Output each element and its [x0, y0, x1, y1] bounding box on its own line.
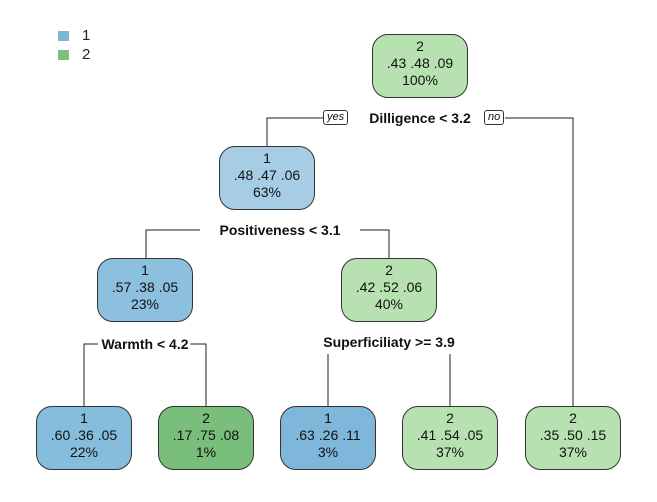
leaf-2: 2 .17.75.08 1% [158, 406, 254, 470]
node-prob-3: .09 [433, 55, 454, 71]
node-prob-3: .05 [463, 427, 484, 443]
node-left: 1 .48.47.06 63% [219, 146, 315, 210]
edge-nll-left [83, 343, 98, 406]
node-probs: .63.26.11 [281, 427, 375, 444]
node-probs: .42.52.06 [342, 279, 436, 296]
node-left-right: 2 .42.52.06 40% [341, 258, 437, 322]
leaf-1: 1 .60.36.05 22% [36, 406, 132, 470]
node-prob-1: .57 [111, 279, 132, 295]
node-prob-1: .43 [386, 55, 407, 71]
node-percent: 3% [317, 444, 339, 460]
node-prob-3: .06 [280, 167, 301, 183]
node-probs: .57.38.05 [98, 279, 192, 296]
legend-label-1: 1 [82, 27, 91, 44]
node-prob-3: .15 [586, 427, 607, 443]
node-prob-2: .48 [410, 55, 430, 71]
node-probs: .43.48.09 [373, 55, 467, 72]
node-percent: 22% [69, 444, 99, 460]
node-prob-2: .38 [135, 279, 155, 295]
node-percent: 40% [374, 296, 404, 312]
edge-nl-right [360, 229, 390, 258]
edge-label-yes: yes [323, 110, 349, 125]
node-prob-1: .60 [50, 427, 71, 443]
node-prob-2: .54 [440, 427, 460, 443]
node-prob-2: .36 [74, 427, 94, 443]
split-label-left: Positiveness < 3.1 [217, 222, 343, 238]
node-prob-1: .48 [233, 167, 254, 183]
edge-nl-left [145, 229, 200, 258]
edge-root-right [505, 117, 574, 406]
node-class: 2 [446, 410, 454, 426]
node-root: 2 .43.48.09 100% [372, 34, 468, 98]
node-class: 2 [569, 410, 577, 426]
node-left-left: 1 .57.38.05 23% [97, 258, 193, 322]
node-class: 2 [202, 410, 210, 426]
node-prob-1: .63 [295, 427, 315, 443]
node-probs: .41.54.05 [403, 427, 497, 444]
split-label-root: Dilligence < 3.2 [367, 110, 473, 126]
leaf-5: 2 .35.50.15 37% [525, 406, 621, 470]
split-label-left-right: Superficiliaty >= 3.9 [321, 334, 457, 350]
node-prob-1: .41 [416, 427, 437, 443]
leaf-4: 2 .41.54.05 37% [402, 406, 498, 470]
split-label-left-left: Warmth < 4.2 [99, 336, 191, 352]
node-prob-2: .52 [379, 279, 399, 295]
node-class: 1 [141, 262, 149, 278]
node-prob-3: .05 [97, 427, 118, 443]
legend-swatch-1 [58, 30, 69, 41]
node-probs: .17.75.08 [159, 427, 253, 444]
legend-item-1: 1 [58, 26, 90, 45]
node-percent: 37% [558, 444, 588, 460]
node-prob-2: .26 [318, 427, 339, 443]
node-probs: .48.47.06 [220, 167, 314, 184]
node-probs: .60.36.05 [37, 427, 131, 444]
node-prob-1: .42 [355, 279, 376, 295]
node-class: 1 [80, 410, 88, 426]
node-percent: 37% [435, 444, 465, 460]
node-prob-3: .11 [342, 427, 361, 443]
node-probs: .35.50.15 [526, 427, 620, 444]
node-prob-2: .50 [563, 427, 583, 443]
node-prob-3: .08 [219, 427, 240, 443]
node-class: 2 [416, 38, 424, 54]
node-prob-1: .35 [539, 427, 560, 443]
node-prob-3: .05 [158, 279, 179, 295]
node-percent: 1% [195, 444, 217, 460]
legend-item-2: 2 [58, 45, 90, 64]
node-percent: 100% [402, 72, 438, 88]
node-prob-2: .75 [196, 427, 216, 443]
node-prob-1: .17 [172, 427, 193, 443]
node-class: 1 [263, 150, 271, 166]
node-prob-3: .06 [402, 279, 423, 295]
legend-label-2: 2 [82, 46, 91, 63]
node-prob-2: .47 [257, 167, 277, 183]
node-percent: 23% [130, 296, 160, 312]
edge-label-no: no [484, 110, 505, 125]
legend: 1 2 [58, 26, 90, 64]
node-class: 2 [385, 262, 393, 278]
node-class: 1 [324, 410, 332, 426]
node-percent: 63% [252, 184, 282, 200]
leaf-3: 1 .63.26.11 3% [280, 406, 376, 470]
edge-nll-right [190, 343, 207, 406]
legend-swatch-2 [58, 49, 69, 60]
edge-root-left [266, 117, 330, 146]
